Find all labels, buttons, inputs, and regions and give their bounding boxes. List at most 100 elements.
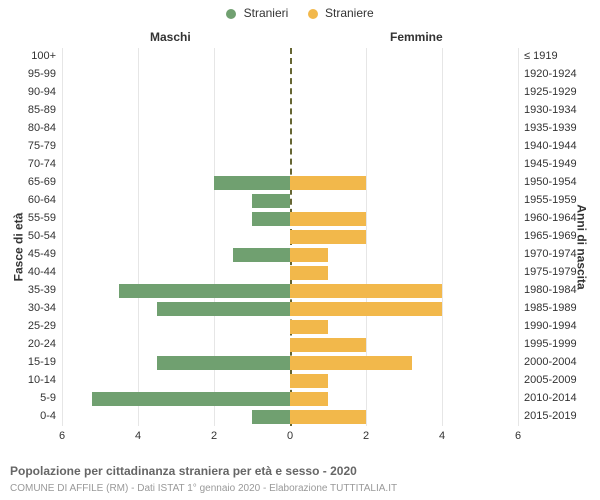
age-tick: 0-4 bbox=[6, 410, 56, 422]
female-bar bbox=[290, 392, 328, 406]
birth-tick: 1995-1999 bbox=[524, 338, 596, 350]
age-row: 90-941925-1929 bbox=[62, 84, 518, 102]
age-tick: 30-34 bbox=[6, 302, 56, 314]
birth-tick: 1980-1984 bbox=[524, 284, 596, 296]
female-bar bbox=[290, 284, 442, 298]
birth-tick: 1960-1964 bbox=[524, 212, 596, 224]
female-bar bbox=[290, 302, 442, 316]
birth-tick: 1935-1939 bbox=[524, 122, 596, 134]
x-tick: 6 bbox=[59, 430, 65, 442]
gridline bbox=[518, 48, 519, 426]
female-bar bbox=[290, 248, 328, 262]
female-bar bbox=[290, 176, 366, 190]
birth-tick: 2010-2014 bbox=[524, 392, 596, 404]
age-row: 15-192000-2004 bbox=[62, 354, 518, 372]
age-tick: 20-24 bbox=[6, 338, 56, 350]
age-row: 70-741945-1949 bbox=[62, 156, 518, 174]
age-row: 95-991920-1924 bbox=[62, 66, 518, 84]
male-bar bbox=[214, 176, 290, 190]
birth-tick: 1925-1929 bbox=[524, 86, 596, 98]
male-bar bbox=[252, 194, 290, 208]
male-bar bbox=[92, 392, 290, 406]
age-row: 30-341985-1989 bbox=[62, 300, 518, 318]
birth-tick: ≤ 1919 bbox=[524, 50, 596, 62]
age-tick: 35-39 bbox=[6, 284, 56, 296]
age-row: 0-42015-2019 bbox=[62, 408, 518, 426]
chart-title: Popolazione per cittadinanza straniera p… bbox=[10, 464, 357, 478]
legend-item-female: Straniere bbox=[308, 6, 374, 20]
birth-tick: 1945-1949 bbox=[524, 158, 596, 170]
female-bar bbox=[290, 338, 366, 352]
column-title-right: Femmine bbox=[390, 30, 443, 44]
age-row: 75-791940-1944 bbox=[62, 138, 518, 156]
age-row: 10-142005-2009 bbox=[62, 372, 518, 390]
age-tick: 70-74 bbox=[6, 158, 56, 170]
age-tick: 60-64 bbox=[6, 194, 56, 206]
birth-tick: 1970-1974 bbox=[524, 248, 596, 260]
female-bar bbox=[290, 320, 328, 334]
age-row: 80-841935-1939 bbox=[62, 120, 518, 138]
age-tick: 25-29 bbox=[6, 320, 56, 332]
age-tick: 90-94 bbox=[6, 86, 56, 98]
female-bar bbox=[290, 212, 366, 226]
age-row: 85-891930-1934 bbox=[62, 102, 518, 120]
x-tick: 4 bbox=[439, 430, 445, 442]
age-row: 50-541965-1969 bbox=[62, 228, 518, 246]
age-row: 100+≤ 1919 bbox=[62, 48, 518, 66]
male-bar bbox=[157, 356, 290, 370]
x-tick: 4 bbox=[135, 430, 141, 442]
age-row: 35-391980-1984 bbox=[62, 282, 518, 300]
birth-tick: 1990-1994 bbox=[524, 320, 596, 332]
legend-swatch-female bbox=[308, 9, 318, 19]
birth-tick: 1965-1969 bbox=[524, 230, 596, 242]
age-tick: 80-84 bbox=[6, 122, 56, 134]
birth-tick: 2005-2009 bbox=[524, 374, 596, 386]
legend-item-male: Stranieri bbox=[226, 6, 288, 20]
age-row: 60-641955-1959 bbox=[62, 192, 518, 210]
male-bar bbox=[119, 284, 290, 298]
age-row: 45-491970-1974 bbox=[62, 246, 518, 264]
legend: Stranieri Straniere bbox=[0, 6, 600, 20]
x-tick: 2 bbox=[363, 430, 369, 442]
male-bar bbox=[157, 302, 290, 316]
age-tick: 10-14 bbox=[6, 374, 56, 386]
legend-label-female: Straniere bbox=[325, 6, 374, 20]
birth-tick: 1930-1934 bbox=[524, 104, 596, 116]
female-bar bbox=[290, 266, 328, 280]
female-bar bbox=[290, 374, 328, 388]
age-row: 55-591960-1964 bbox=[62, 210, 518, 228]
x-tick: 6 bbox=[515, 430, 521, 442]
birth-tick: 2015-2019 bbox=[524, 410, 596, 422]
chart-subtitle: COMUNE DI AFFILE (RM) - Dati ISTAT 1° ge… bbox=[10, 483, 397, 494]
age-tick: 40-44 bbox=[6, 266, 56, 278]
age-tick: 95-99 bbox=[6, 68, 56, 80]
legend-swatch-male bbox=[226, 9, 236, 19]
plot-area: 6420246100+≤ 191995-991920-192490-941925… bbox=[62, 48, 518, 446]
x-tick: 0 bbox=[287, 430, 293, 442]
age-tick: 65-69 bbox=[6, 176, 56, 188]
population-pyramid-chart: Stranieri Straniere Maschi Femmine Fasce… bbox=[0, 0, 600, 500]
age-row: 25-291990-1994 bbox=[62, 318, 518, 336]
age-tick: 45-49 bbox=[6, 248, 56, 260]
birth-tick: 1950-1954 bbox=[524, 176, 596, 188]
column-title-left: Maschi bbox=[150, 30, 191, 44]
birth-tick: 1940-1944 bbox=[524, 140, 596, 152]
age-row: 65-691950-1954 bbox=[62, 174, 518, 192]
age-tick: 55-59 bbox=[6, 212, 56, 224]
age-tick: 50-54 bbox=[6, 230, 56, 242]
female-bar bbox=[290, 356, 412, 370]
age-row: 20-241995-1999 bbox=[62, 336, 518, 354]
male-bar bbox=[252, 410, 290, 424]
birth-tick: 1955-1959 bbox=[524, 194, 596, 206]
age-row: 40-441975-1979 bbox=[62, 264, 518, 282]
birth-tick: 1920-1924 bbox=[524, 68, 596, 80]
birth-tick: 1985-1989 bbox=[524, 302, 596, 314]
male-bar bbox=[252, 212, 290, 226]
female-bar bbox=[290, 230, 366, 244]
age-tick: 75-79 bbox=[6, 140, 56, 152]
birth-tick: 2000-2004 bbox=[524, 356, 596, 368]
birth-tick: 1975-1979 bbox=[524, 266, 596, 278]
legend-label-male: Stranieri bbox=[244, 6, 289, 20]
male-bar bbox=[233, 248, 290, 262]
age-row: 5-92010-2014 bbox=[62, 390, 518, 408]
